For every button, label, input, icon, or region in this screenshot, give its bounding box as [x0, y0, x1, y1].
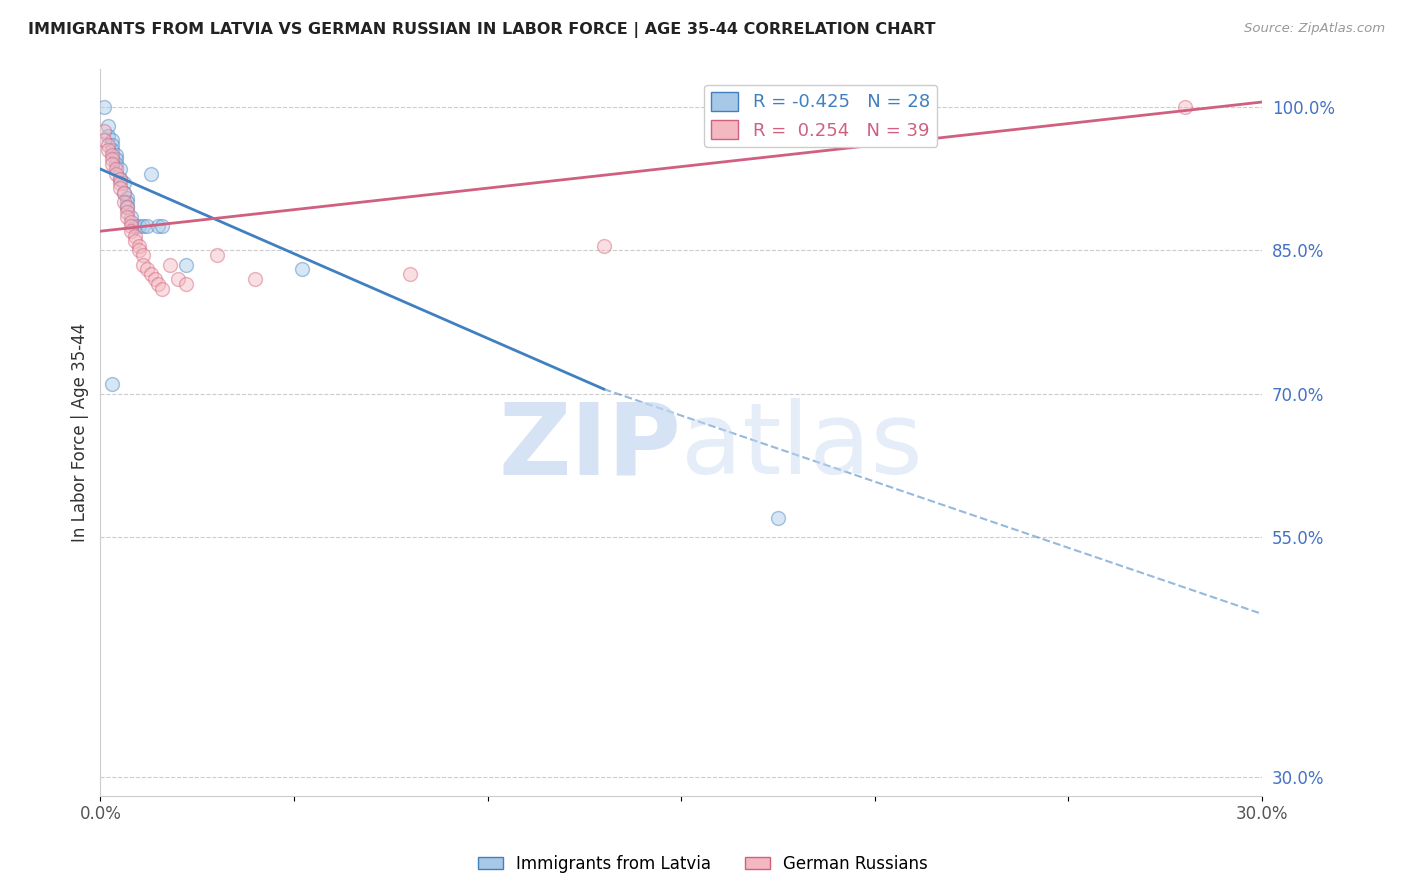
Text: IMMIGRANTS FROM LATVIA VS GERMAN RUSSIAN IN LABOR FORCE | AGE 35-44 CORRELATION : IMMIGRANTS FROM LATVIA VS GERMAN RUSSIAN… — [28, 22, 935, 38]
Point — [108, 177, 131, 191]
Point — [101, 157, 124, 171]
Point — [101, 138, 124, 153]
Point — [117, 205, 139, 219]
Point — [108, 171, 131, 186]
Point — [117, 200, 139, 214]
Point — [117, 195, 139, 210]
Point — [128, 219, 150, 234]
Point — [93, 133, 115, 147]
Point — [101, 147, 124, 161]
Point — [104, 161, 127, 176]
Point — [128, 238, 150, 252]
Point — [124, 219, 146, 234]
Point — [143, 272, 166, 286]
Point — [112, 186, 135, 200]
Point — [148, 219, 170, 234]
Point — [117, 200, 139, 214]
Point — [132, 258, 155, 272]
Point — [101, 153, 124, 167]
Point — [132, 219, 155, 234]
Point — [245, 272, 267, 286]
Point — [93, 100, 115, 114]
Point — [291, 262, 314, 277]
Point — [104, 147, 127, 161]
Point — [148, 277, 170, 291]
Point — [159, 258, 181, 272]
Legend: Immigrants from Latvia, German Russians: Immigrants from Latvia, German Russians — [471, 848, 935, 880]
Point — [1174, 100, 1197, 114]
Point — [120, 214, 142, 228]
Text: ZIP: ZIP — [498, 398, 681, 495]
Point — [205, 248, 228, 262]
Point — [150, 219, 173, 234]
Point — [108, 161, 131, 176]
Point — [120, 210, 142, 224]
Point — [117, 210, 139, 224]
Point — [117, 191, 139, 205]
Legend: R = -0.425   N = 28, R =  0.254   N = 39: R = -0.425 N = 28, R = 0.254 N = 39 — [704, 85, 938, 147]
Point — [139, 167, 162, 181]
Point — [104, 157, 127, 171]
Point — [135, 262, 157, 277]
Text: atlas: atlas — [681, 398, 922, 495]
Point — [101, 143, 124, 157]
Point — [112, 195, 135, 210]
Point — [150, 282, 173, 296]
Point — [592, 238, 614, 252]
Point — [174, 277, 197, 291]
Point — [97, 138, 120, 153]
Point — [166, 272, 188, 286]
Point — [108, 171, 131, 186]
Point — [120, 224, 142, 238]
Point — [174, 258, 197, 272]
Point — [139, 267, 162, 281]
Text: Source: ZipAtlas.com: Source: ZipAtlas.com — [1244, 22, 1385, 36]
Point — [112, 186, 135, 200]
Point — [132, 248, 155, 262]
Point — [766, 511, 789, 525]
Point — [101, 133, 124, 147]
Point — [104, 153, 127, 167]
Y-axis label: In Labor Force | Age 35-44: In Labor Force | Age 35-44 — [72, 323, 89, 541]
Point — [128, 244, 150, 258]
Point — [399, 267, 422, 281]
Point — [120, 219, 142, 234]
Point — [104, 167, 127, 181]
Point — [124, 229, 146, 244]
Point — [97, 128, 120, 143]
Point — [101, 377, 124, 392]
Point — [93, 124, 115, 138]
Point — [112, 177, 135, 191]
Point — [97, 143, 120, 157]
Point — [108, 181, 131, 195]
Point — [124, 234, 146, 248]
Point — [135, 219, 157, 234]
Point — [97, 119, 120, 133]
